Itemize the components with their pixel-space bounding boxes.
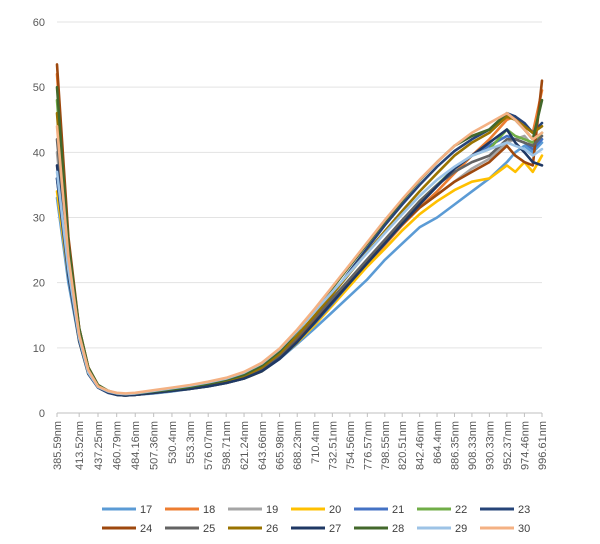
x-tick-label: 952.37nm — [502, 421, 514, 470]
y-tick-label: 40 — [33, 147, 45, 159]
series-line-26 — [55, 111, 544, 397]
x-tick-label: 688.23nm — [292, 421, 304, 470]
series-line-18 — [55, 72, 544, 397]
x-tick-label: 710.4nm — [310, 421, 322, 464]
series-line-25 — [55, 134, 544, 397]
legend-label-18: 18 — [203, 504, 215, 516]
series-line-17 — [55, 141, 544, 397]
legend-label-26: 26 — [266, 523, 278, 535]
x-tick-label: 484.16nm — [130, 421, 142, 470]
x-tick-label: 576.07nm — [203, 421, 215, 470]
x-tick-label: 886.35nm — [449, 421, 461, 470]
x-tick-label: 820.51nm — [397, 421, 409, 470]
x-tick-label: 507.36nm — [149, 421, 161, 470]
x-tick-label: 908.33nm — [467, 421, 479, 470]
legend-label-24: 24 — [140, 523, 152, 535]
legend: 17 18 19 20 21 22 23 24 25 26 27 28 29 30 — [102, 504, 530, 535]
legend-label-23: 23 — [518, 504, 530, 516]
series-line-23 — [55, 111, 544, 397]
x-tick-label: 732.51nm — [327, 421, 339, 470]
series-line-24 — [55, 63, 544, 397]
x-tick-label: 754.56nm — [345, 421, 357, 470]
x-tick-label: 598.71nm — [221, 421, 233, 470]
x-tick-label: 413.52nm — [74, 421, 86, 470]
series-line-19 — [55, 134, 544, 397]
legend-label-30: 30 — [518, 523, 530, 535]
legend-label-17: 17 — [140, 504, 152, 516]
series-line-30 — [55, 111, 544, 395]
y-tick-label: 30 — [33, 213, 45, 225]
legend-label-27: 27 — [329, 523, 341, 535]
series-line-21 — [55, 134, 544, 397]
series-line-20 — [55, 154, 544, 397]
gridlines — [57, 21, 542, 349]
y-tick-label: 20 — [33, 278, 45, 290]
y-axis-ticks: 0 10 20 30 40 50 60 — [33, 17, 45, 420]
x-tick-label: 665.98nm — [275, 421, 287, 470]
x-tick-label: 530.4nm — [167, 421, 179, 464]
legend-label-22: 22 — [455, 504, 467, 516]
y-tick-label: 10 — [33, 343, 45, 355]
y-tick-label: 50 — [33, 82, 45, 94]
x-tick-label: 996.61nm — [537, 421, 549, 470]
legend-label-20: 20 — [329, 504, 341, 516]
x-tick-label: 460.79nm — [112, 421, 124, 470]
x-tick-label: 864.4nm — [432, 421, 444, 464]
x-tick-label: 621.24nm — [239, 421, 251, 470]
series-line-29 — [55, 141, 544, 396]
x-axis-ticks: 385.59nm 413.52nm 437.25nm 460.79nm 484.16nm… — [52, 413, 549, 470]
x-tick-label: 930.33nm — [484, 421, 496, 470]
y-tick-label: 0 — [39, 408, 45, 420]
legend-label-28: 28 — [392, 523, 404, 535]
x-tick-label: 974.46nm — [519, 421, 531, 470]
x-tick-label: 437.25nm — [93, 421, 105, 470]
x-tick-label: 553.3nm — [185, 421, 197, 464]
x-tick-label: 776.57nm — [362, 421, 374, 470]
x-tick-label: 842.46nm — [415, 421, 427, 470]
y-tick-label: 60 — [33, 17, 45, 29]
x-tick-label: 385.59nm — [52, 421, 64, 470]
legend-label-21: 21 — [392, 504, 404, 516]
series-lines — [55, 63, 544, 397]
x-tick-label: 798.55nm — [380, 421, 392, 470]
legend-label-29: 29 — [455, 523, 467, 535]
legend-label-25: 25 — [203, 523, 215, 535]
x-tick-label: 643.66nm — [257, 421, 269, 470]
legend-label-19: 19 — [266, 504, 278, 516]
